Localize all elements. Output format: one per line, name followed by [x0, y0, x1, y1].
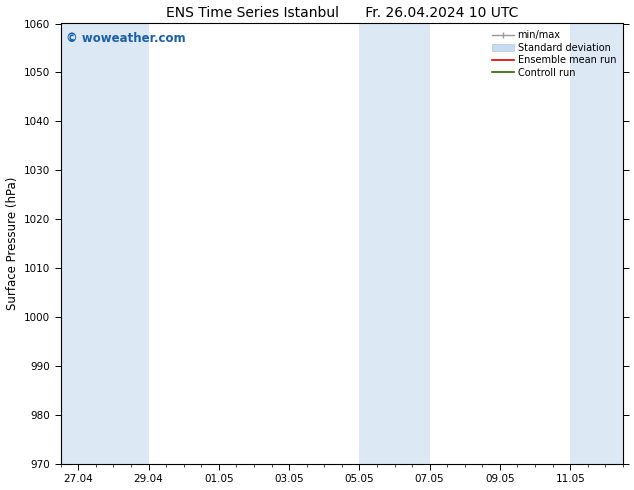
Text: © woweather.com: © woweather.com — [67, 32, 186, 45]
Title: ENS Time Series Istanbul      Fr. 26.04.2024 10 UTC: ENS Time Series Istanbul Fr. 26.04.2024 … — [165, 5, 518, 20]
Bar — [570, 24, 623, 464]
Bar — [61, 24, 148, 464]
Y-axis label: Surface Pressure (hPa): Surface Pressure (hPa) — [6, 177, 18, 311]
Bar — [359, 24, 430, 464]
Legend: min/max, Standard deviation, Ensemble mean run, Controll run: min/max, Standard deviation, Ensemble me… — [490, 28, 618, 79]
